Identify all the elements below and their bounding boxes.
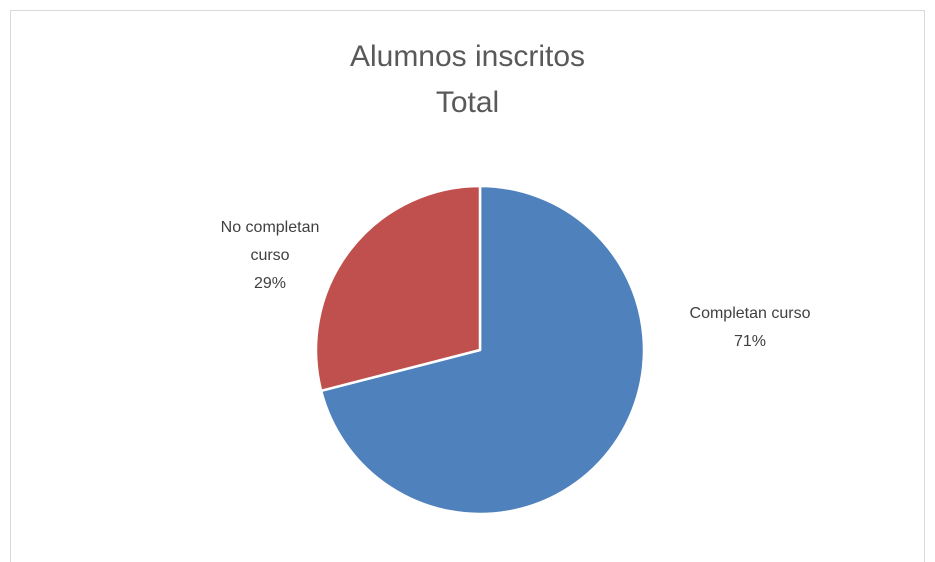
slice-value-label: 71% xyxy=(733,333,767,350)
slice-label: Completan curso xyxy=(689,305,811,322)
pie-slice xyxy=(319,184,646,516)
chart-title: Alumnos inscritos xyxy=(349,40,586,73)
slice-value-label: 29% xyxy=(253,275,287,292)
slice-label: No completan curso xyxy=(220,219,320,264)
pie-slice xyxy=(314,184,482,393)
chart-subtitle: Total xyxy=(435,86,500,119)
chart-border xyxy=(10,10,925,562)
